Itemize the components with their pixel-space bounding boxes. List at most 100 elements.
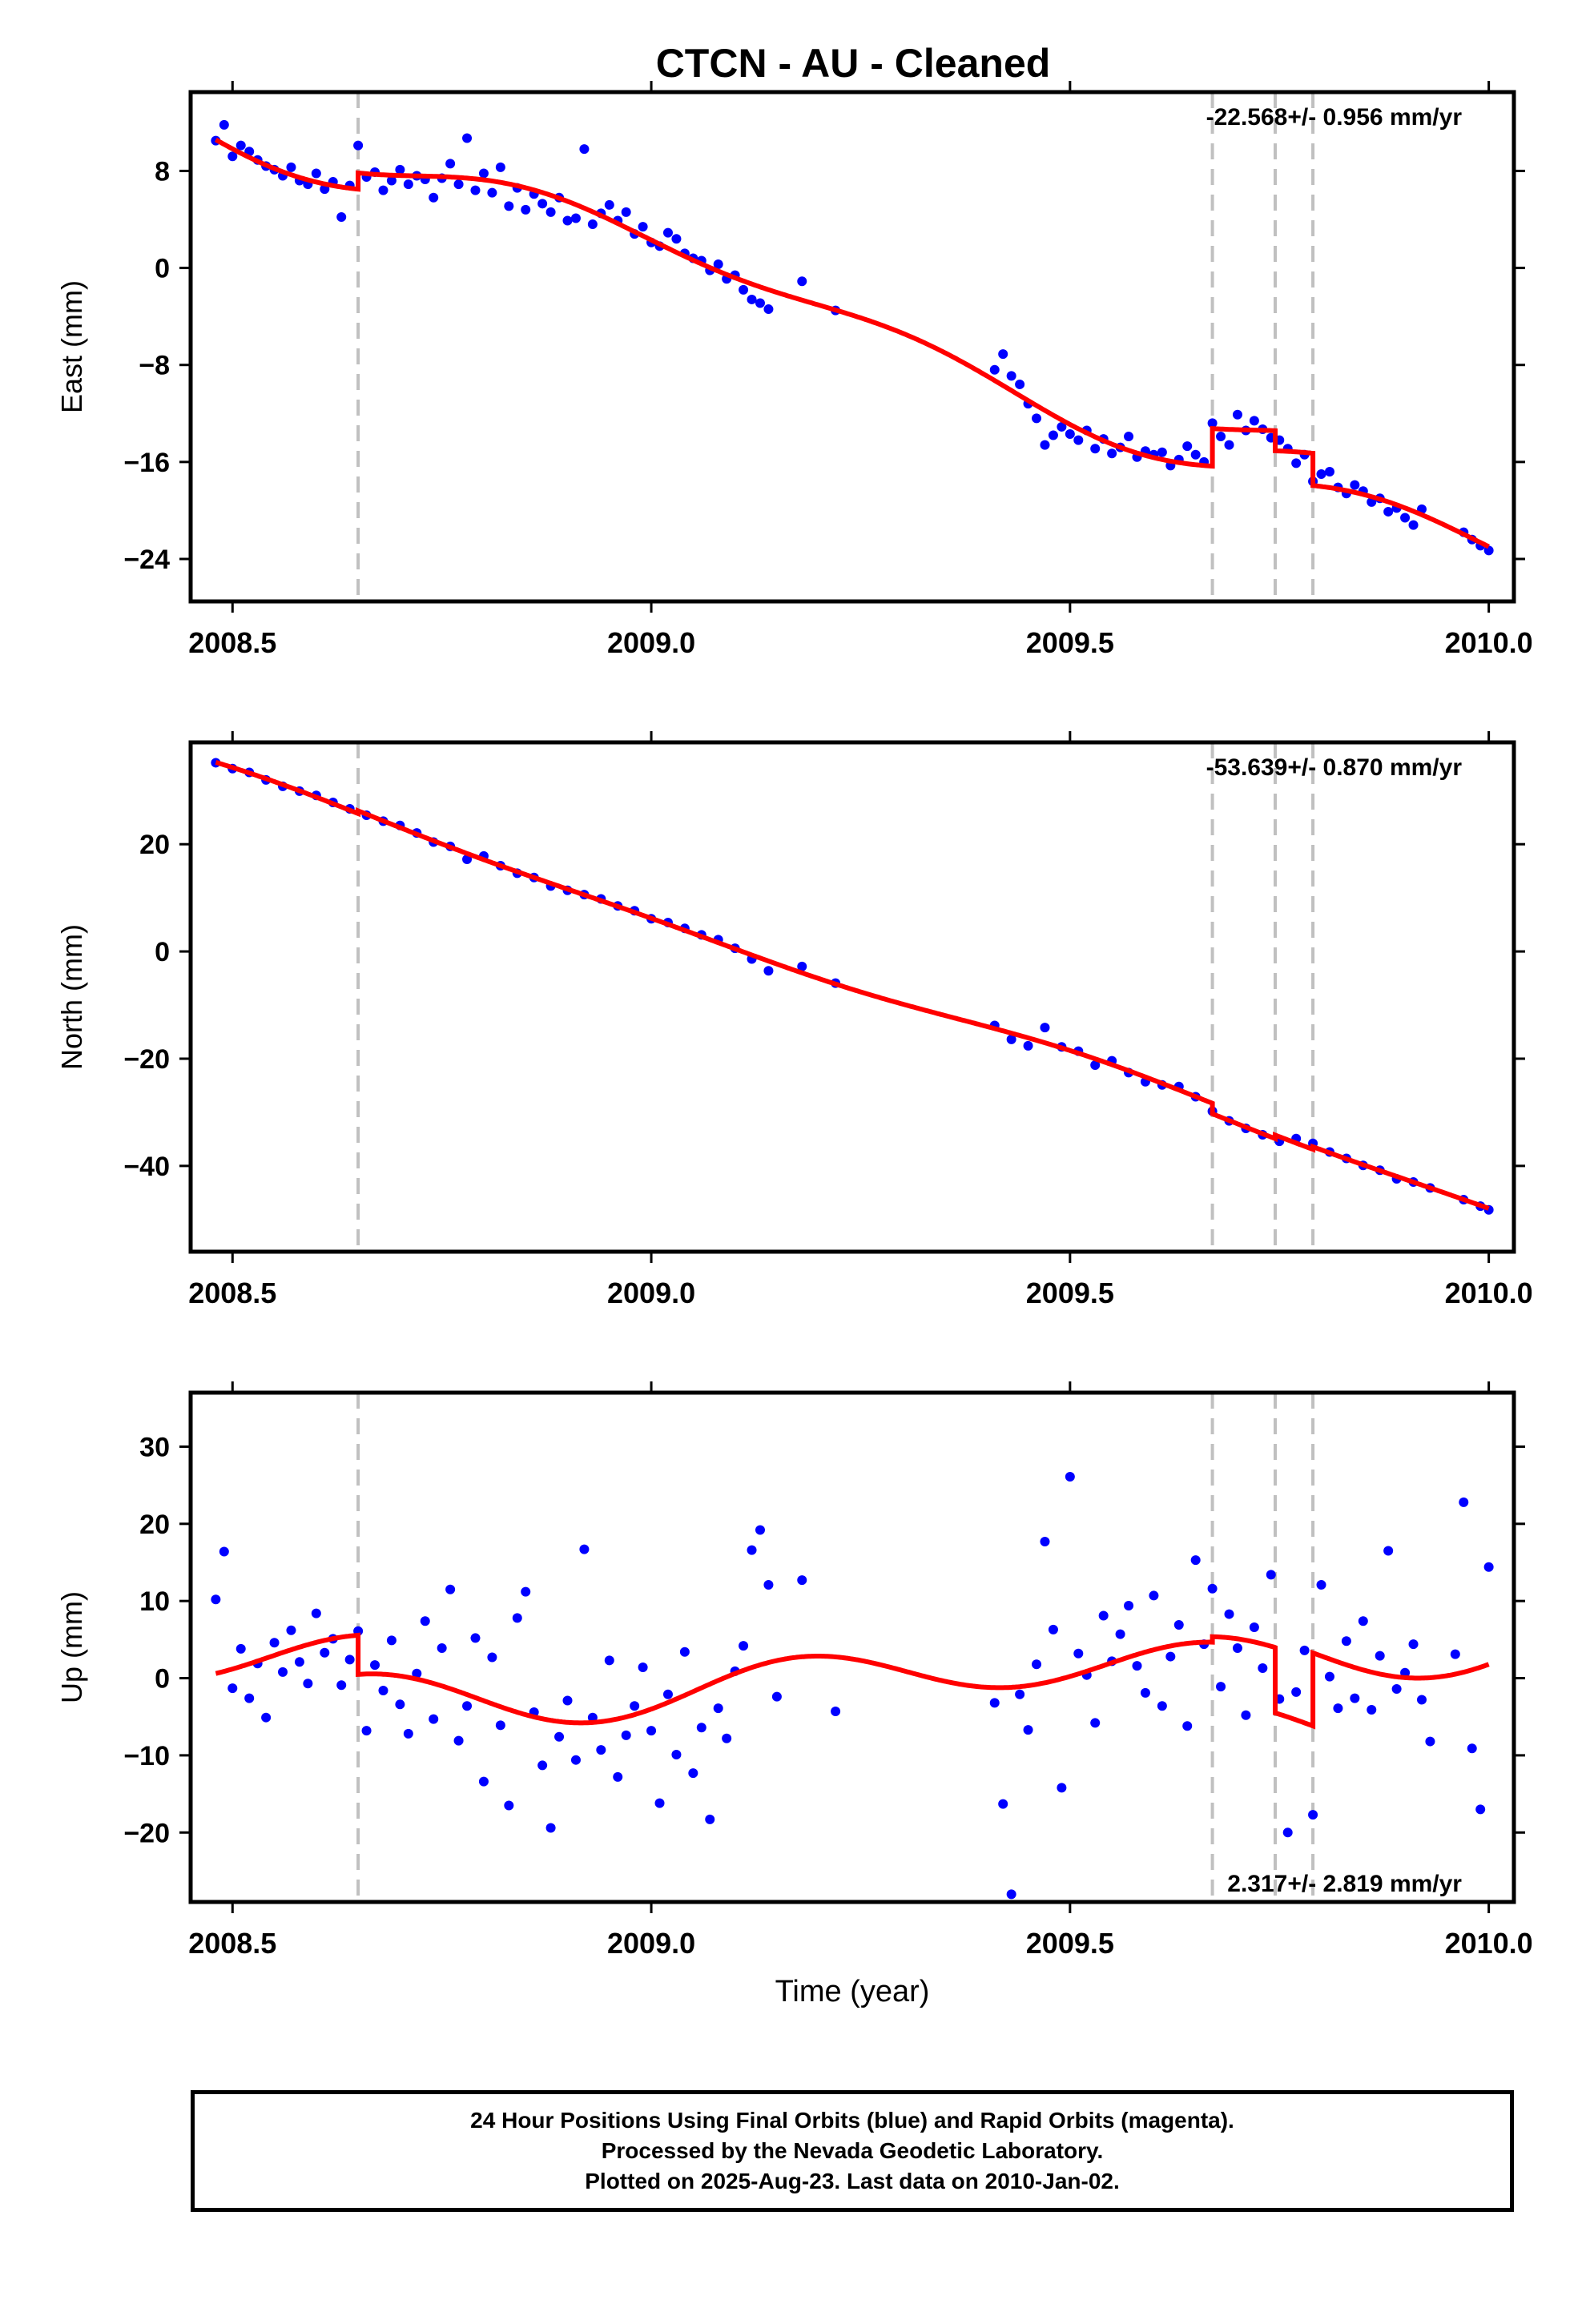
- up-data-point: [269, 1638, 280, 1648]
- east-data-point: [604, 199, 614, 210]
- up-data-point: [831, 1706, 841, 1716]
- footer-line-3: Plotted on 2025-Aug-23. Last data on 201…: [585, 2169, 1120, 2193]
- east-data-point: [1157, 447, 1167, 457]
- up-data-point: [1015, 1689, 1025, 1699]
- up-data-point: [570, 1755, 581, 1765]
- up-data-point: [303, 1679, 313, 1689]
- north-marks: [211, 742, 1494, 1252]
- up-data-point: [1241, 1710, 1251, 1720]
- up-data-point: [688, 1768, 698, 1779]
- up-data-point: [1165, 1651, 1176, 1662]
- up-data-point: [378, 1685, 388, 1695]
- north-data-point: [1006, 1034, 1016, 1044]
- up-data-point: [554, 1731, 565, 1742]
- north-x-tick-label: 2010.0: [1445, 1277, 1533, 1309]
- up-data-point: [429, 1714, 439, 1724]
- up-data-point: [386, 1635, 396, 1646]
- up-data-point: [1173, 1620, 1184, 1630]
- east-data-point: [386, 175, 396, 186]
- up-y-tick-label: 20: [139, 1510, 170, 1540]
- up-data-point: [1132, 1661, 1142, 1671]
- up-data-point: [286, 1625, 296, 1635]
- east-data-point: [1249, 416, 1259, 426]
- up-y-tick-label: 10: [139, 1586, 170, 1617]
- up-data-point: [630, 1701, 640, 1711]
- east-data-point: [713, 259, 723, 270]
- up-data-point: [219, 1546, 229, 1557]
- east-data-point: [1048, 430, 1058, 440]
- up-data-point: [1115, 1629, 1125, 1639]
- up-data-point: [504, 1800, 514, 1811]
- up-data-point: [395, 1699, 405, 1710]
- east-data-point: [1232, 409, 1242, 420]
- up-data-point: [1023, 1725, 1033, 1735]
- east-data-point: [1224, 440, 1234, 450]
- up-data-point: [696, 1723, 706, 1733]
- east-data-point: [219, 119, 229, 130]
- east-data-point: [763, 304, 774, 315]
- up-data-point: [1291, 1687, 1302, 1697]
- up-data-point: [1367, 1705, 1377, 1715]
- up-data-point: [412, 1668, 422, 1679]
- up-data-point: [1425, 1736, 1435, 1747]
- up-data-point: [638, 1663, 648, 1673]
- east-data-point: [1032, 413, 1042, 424]
- up-data-point: [621, 1730, 631, 1740]
- east-data-point: [235, 140, 246, 151]
- up-data-point: [545, 1823, 556, 1833]
- east-data-point: [336, 211, 347, 222]
- footer-line-1: 24 Hour Positions Using Final Orbits (bl…: [470, 2108, 1234, 2133]
- up-data-point: [1216, 1682, 1226, 1692]
- up-data-point: [487, 1652, 497, 1663]
- east-data-point: [1400, 513, 1411, 523]
- up-data-point: [344, 1655, 355, 1665]
- up-plot-frame: [188, 1390, 1516, 1904]
- east-x-tick-label: 2010.0: [1445, 626, 1533, 659]
- east-y-tick-label: −8: [139, 351, 170, 381]
- up-data-point: [420, 1616, 430, 1626]
- up-rate-label: 2.317+/- 2.819 mm/yr: [1227, 1871, 1462, 1897]
- east-data-point: [462, 133, 473, 143]
- east-plot-frame: [188, 90, 1516, 604]
- north-data-point: [1040, 1023, 1050, 1033]
- up-ticks: 30 20 10 0 −10 −20 2008.5 2009.0 2009.5 2010.0: [123, 1381, 1533, 1960]
- up-data-point: [403, 1728, 413, 1739]
- up-data-point: [989, 1698, 1000, 1708]
- up-data-point: [1149, 1590, 1159, 1601]
- up-y-tick-label: 30: [139, 1432, 170, 1462]
- up-data-point: [662, 1689, 673, 1699]
- up-data-point: [1057, 1783, 1067, 1793]
- up-data-point: [1140, 1687, 1150, 1698]
- east-data-point: [227, 151, 238, 162]
- north-x-tick-label: 2009.5: [1026, 1277, 1114, 1309]
- up-data-point: [1450, 1649, 1460, 1659]
- up-data-point: [1383, 1546, 1394, 1556]
- east-data-point: [1090, 444, 1101, 454]
- up-y-axis-label: Up (mm): [55, 1591, 88, 1703]
- north-data-point: [797, 961, 807, 971]
- east-data-point: [453, 179, 464, 190]
- up-data-point: [579, 1544, 590, 1554]
- east-x-tick-label: 2008.5: [188, 626, 276, 659]
- east-y-tick-label: −24: [123, 545, 170, 575]
- up-data-point: [1073, 1648, 1084, 1659]
- north-panel: 20 0 −20 −40 2008.5 2009.0 2009.5 2010.0 -53.63…: [55, 731, 1533, 1309]
- up-data-point: [1282, 1827, 1293, 1838]
- up-data-point: [320, 1647, 330, 1658]
- east-rate-label: -22.568+/- 0.956 mm/yr: [1206, 104, 1463, 131]
- east-marks: [211, 92, 1494, 601]
- up-y-tick-label: −20: [123, 1818, 170, 1848]
- up-data-point: [1098, 1610, 1109, 1621]
- east-data-point: [998, 349, 1008, 360]
- east-data-point: [1316, 469, 1326, 479]
- east-data-point: [1190, 449, 1201, 460]
- up-data-point: [437, 1642, 447, 1653]
- up-data-point: [227, 1683, 238, 1694]
- east-data-point: [579, 144, 590, 155]
- east-data-point: [755, 298, 765, 308]
- up-data-point: [1006, 1889, 1016, 1900]
- east-data-point: [1057, 421, 1067, 432]
- up-data-point: [294, 1657, 304, 1667]
- footer-caption-box: 24 Hour Positions Using Final Orbits (bl…: [191, 2090, 1514, 2212]
- north-rate-label: -53.639+/- 0.870 mm/yr: [1206, 754, 1463, 781]
